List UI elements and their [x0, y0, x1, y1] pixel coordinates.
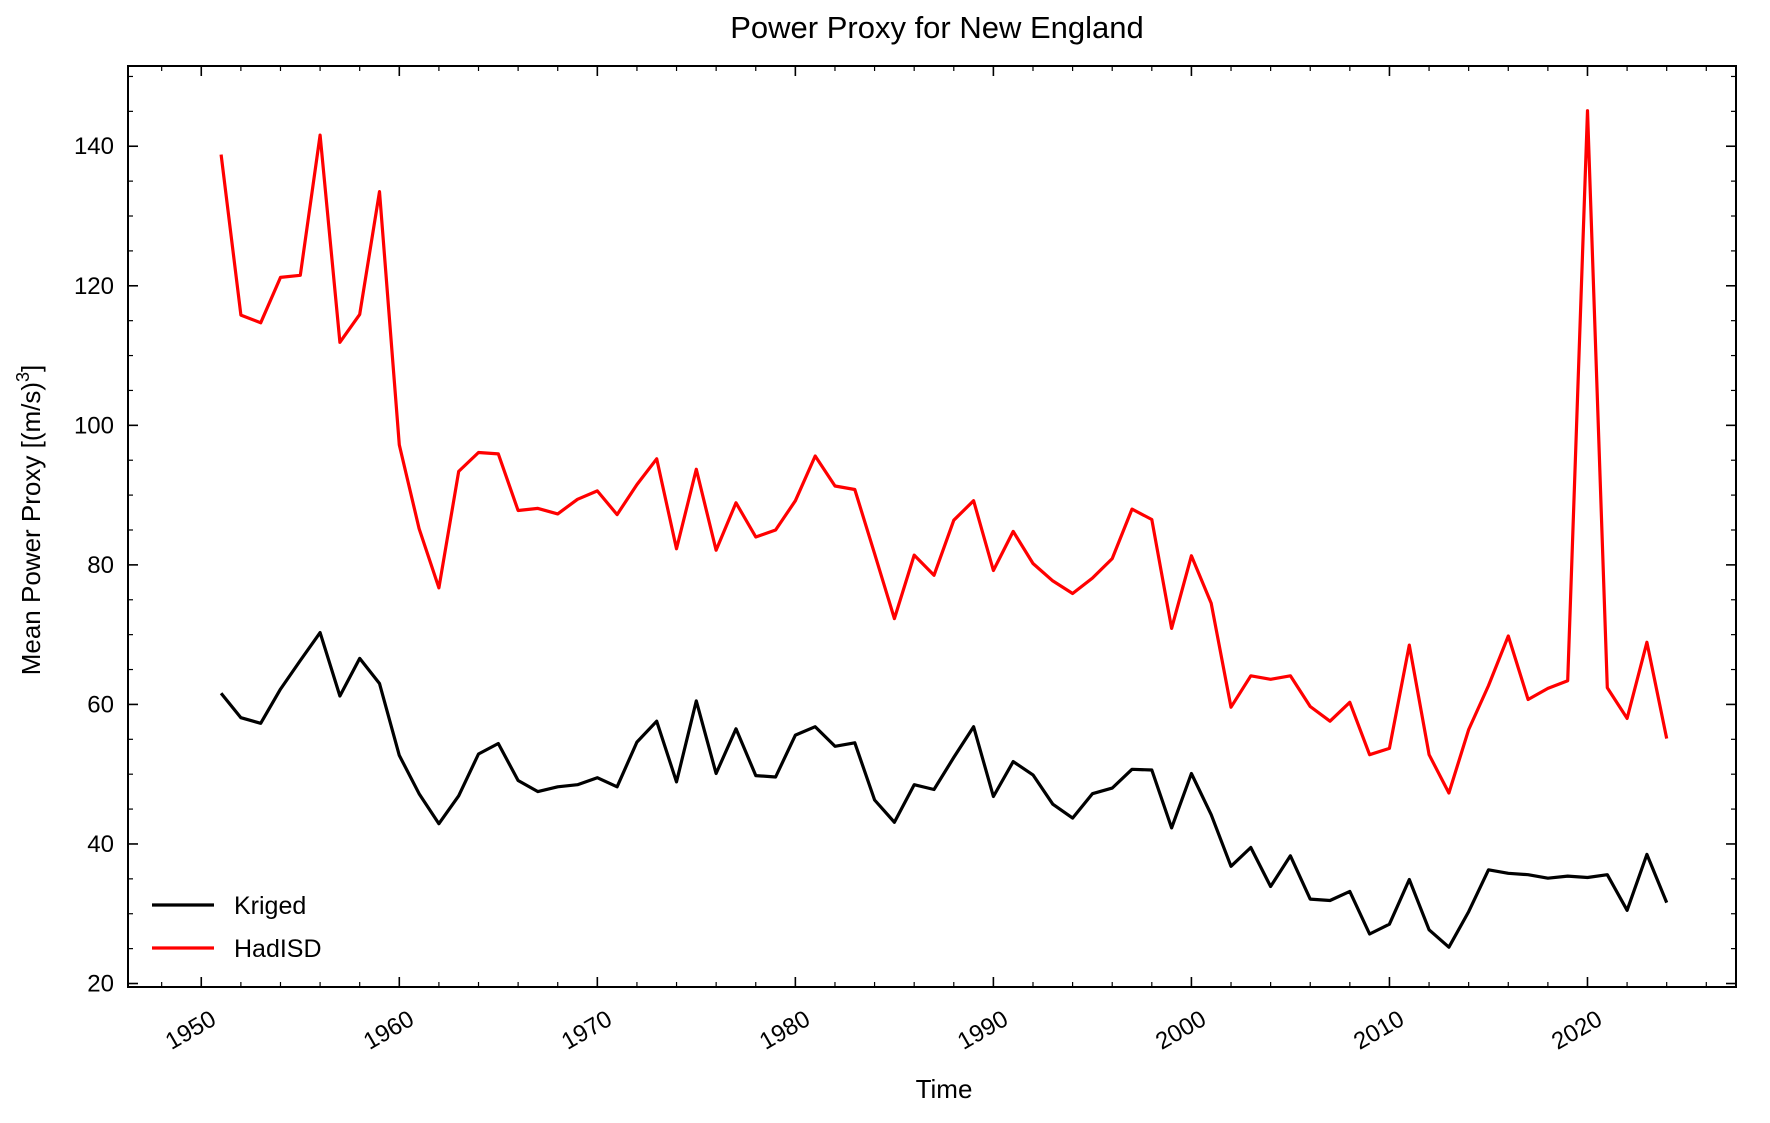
y-tick-label: 120	[74, 273, 114, 300]
legend: Kriged HadISD	[152, 892, 322, 963]
y-tick-label: 40	[87, 831, 114, 858]
y-tick-label: 60	[87, 691, 114, 718]
y-axis-label-superscript: 3	[13, 372, 33, 382]
series-line-kriged	[219, 630, 1669, 949]
x-axis-label: Time	[916, 1074, 973, 1104]
y-axis-label: Mean Power Proxy [(m/s)3]	[13, 365, 46, 676]
plot-frame	[127, 65, 1737, 988]
legend-label-kriged: Kriged	[234, 892, 306, 920]
legend-label-hadisd: HadISD	[234, 935, 322, 963]
y-axis-label-group: Mean Power Proxy [(m/s)3]	[13, 365, 46, 676]
series-line-hadisd	[219, 109, 1669, 795]
y-tick-label: 20	[87, 971, 114, 998]
y-tick-label: 140	[74, 133, 114, 160]
y-tick-label: 100	[74, 412, 114, 439]
chart-title: Power Proxy for New England	[730, 10, 1144, 45]
series-layer	[219, 109, 1669, 949]
y-tick-label: 80	[87, 552, 114, 579]
y-axis-label-end: ]	[16, 365, 46, 372]
y-axis-label-main: Mean Power Proxy [(m/s)	[16, 382, 46, 675]
